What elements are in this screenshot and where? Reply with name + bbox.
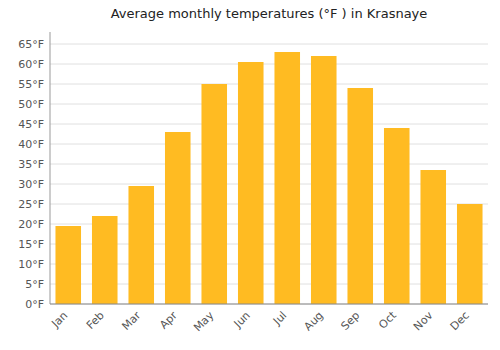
x-tick-label: Aug — [301, 309, 325, 333]
grid-line — [50, 64, 488, 65]
bar — [274, 52, 300, 304]
grid-line — [50, 304, 488, 305]
bar — [55, 226, 81, 304]
x-tick-label: Mar — [119, 309, 143, 333]
bar — [92, 216, 118, 304]
bar — [201, 84, 227, 304]
bar — [420, 170, 446, 304]
y-tick-label: 0°F — [25, 298, 44, 311]
x-tick-label: Dec — [448, 309, 472, 333]
x-tick-label: Oct — [376, 308, 399, 331]
grid-line — [50, 144, 488, 145]
y-tick-label: 15°F — [18, 238, 44, 251]
x-tick-label: Apr — [157, 309, 180, 332]
y-tick-label: 50°F — [18, 98, 44, 111]
grid-line — [50, 84, 488, 85]
bar — [128, 186, 154, 304]
bars — [55, 52, 482, 304]
title: Average monthly temperatures (°F ) in Kr… — [111, 6, 428, 21]
y-tick-label: 60°F — [18, 58, 44, 71]
grid-line — [50, 124, 488, 125]
y-axis: 0°F 5°F 10°F 15°F 20°F 25°F 30°F 35°F 40°F 45°F 50… — [18, 38, 488, 311]
x-tick-label: Jan — [48, 309, 70, 331]
bar — [384, 128, 410, 304]
y-tick-label: 30°F — [18, 178, 44, 191]
bar — [165, 132, 191, 304]
y-axis-line — [50, 32, 51, 304]
grid-line — [50, 104, 488, 105]
y-tick-label: 40°F — [18, 138, 44, 151]
y-tick-label: 20°F — [18, 218, 44, 231]
y-tick-label: 35°F — [18, 158, 44, 171]
y-tick-label: 55°F — [18, 78, 44, 91]
bar — [311, 56, 337, 304]
x-tick-label: Jul — [270, 309, 289, 328]
y-tick-label: 65°F — [18, 38, 44, 51]
x-tick-label: Feb — [84, 309, 107, 332]
y-tick-label: 25°F — [18, 198, 44, 211]
x-axis: Jan Feb Mar Apr May Jun Jul Aug Sep Oct Nov Dec — [48, 308, 471, 334]
bar — [347, 88, 373, 304]
x-tick-label: Nov — [411, 309, 436, 334]
bar — [238, 62, 264, 304]
chart: Average monthly temperatures (°F ) in Kr… — [0, 0, 500, 350]
x-tick-label: Sep — [339, 309, 363, 333]
y-tick-label: 5°F — [25, 278, 44, 291]
grid-line — [50, 164, 488, 165]
y-tick-label: 45°F — [18, 118, 44, 131]
x-tick-label: May — [191, 309, 217, 335]
x-axis-line — [50, 304, 488, 305]
bar — [457, 204, 483, 304]
x-tick-label: Jun — [231, 309, 253, 331]
grid-line — [50, 44, 488, 45]
y-tick-label: 10°F — [18, 258, 44, 271]
